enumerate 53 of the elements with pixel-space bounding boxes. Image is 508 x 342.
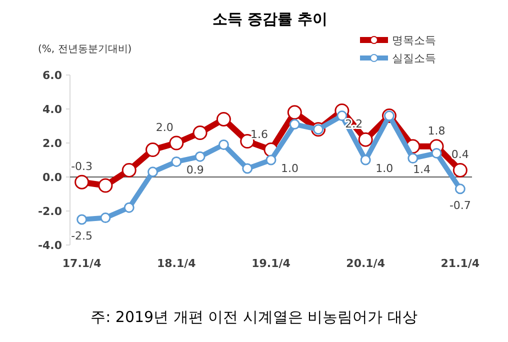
point [74,174,90,190]
legend-label: 실질소득 [392,52,436,65]
x-tick-label: 21.1/4 [440,257,480,270]
data-label: -2.5 [71,230,93,242]
y-tick-label: 6.0 [42,69,62,82]
point [431,148,442,158]
data-label: 2.0 [156,121,174,134]
point [148,166,158,178]
y-tick-label: 4.0 [42,103,62,116]
chart-title: 소득 증감률 추이 [212,10,328,28]
x-tick-label: 19.1/4 [252,257,291,270]
y-tick-label: 0.0 [42,171,62,184]
point [192,126,208,140]
point [242,163,253,174]
point [76,214,88,225]
data-label: 1.0 [281,162,298,175]
point [289,119,300,130]
legend-label: 명목소득 [392,34,436,47]
text: 주: 2019년 개편 이전 시계열은 비농림어가 대상 [90,308,418,326]
y-axis-title: (%, 전년동분기대비) [38,44,132,55]
point [98,178,113,193]
data-label: 2.2 [345,118,363,131]
data-label: 1.6 [250,128,268,141]
point [171,156,182,167]
data-label: 0.9 [186,164,204,177]
point [216,112,231,126]
x-tick-label: 20.1/4 [346,257,386,270]
x-tick-label: 18.1/4 [157,257,196,270]
point [360,154,371,166]
data-label: 0.4 [451,148,469,162]
point [266,154,276,166]
point [287,105,302,120]
point [122,162,136,178]
point [358,132,373,147]
point [194,151,206,162]
data-label: 1.0 [376,162,394,175]
data-label: -0.7 [449,198,471,212]
x-tick-label: 17.1/4 [62,257,102,270]
point [408,153,418,164]
point [218,139,229,150]
point [100,212,111,224]
data-label: -0.3 [71,160,93,174]
y-tick-label: -2.0 [38,205,62,218]
data-label: 1.4 [413,163,431,176]
data-label: 1.8 [428,124,446,138]
y-tick-label: -4.0 [38,239,62,252]
point [336,110,348,122]
point [169,136,184,150]
point [452,162,468,178]
point [146,142,160,158]
point [454,184,466,194]
point [124,202,134,213]
y-tick-label: 2.0 [42,137,62,150]
